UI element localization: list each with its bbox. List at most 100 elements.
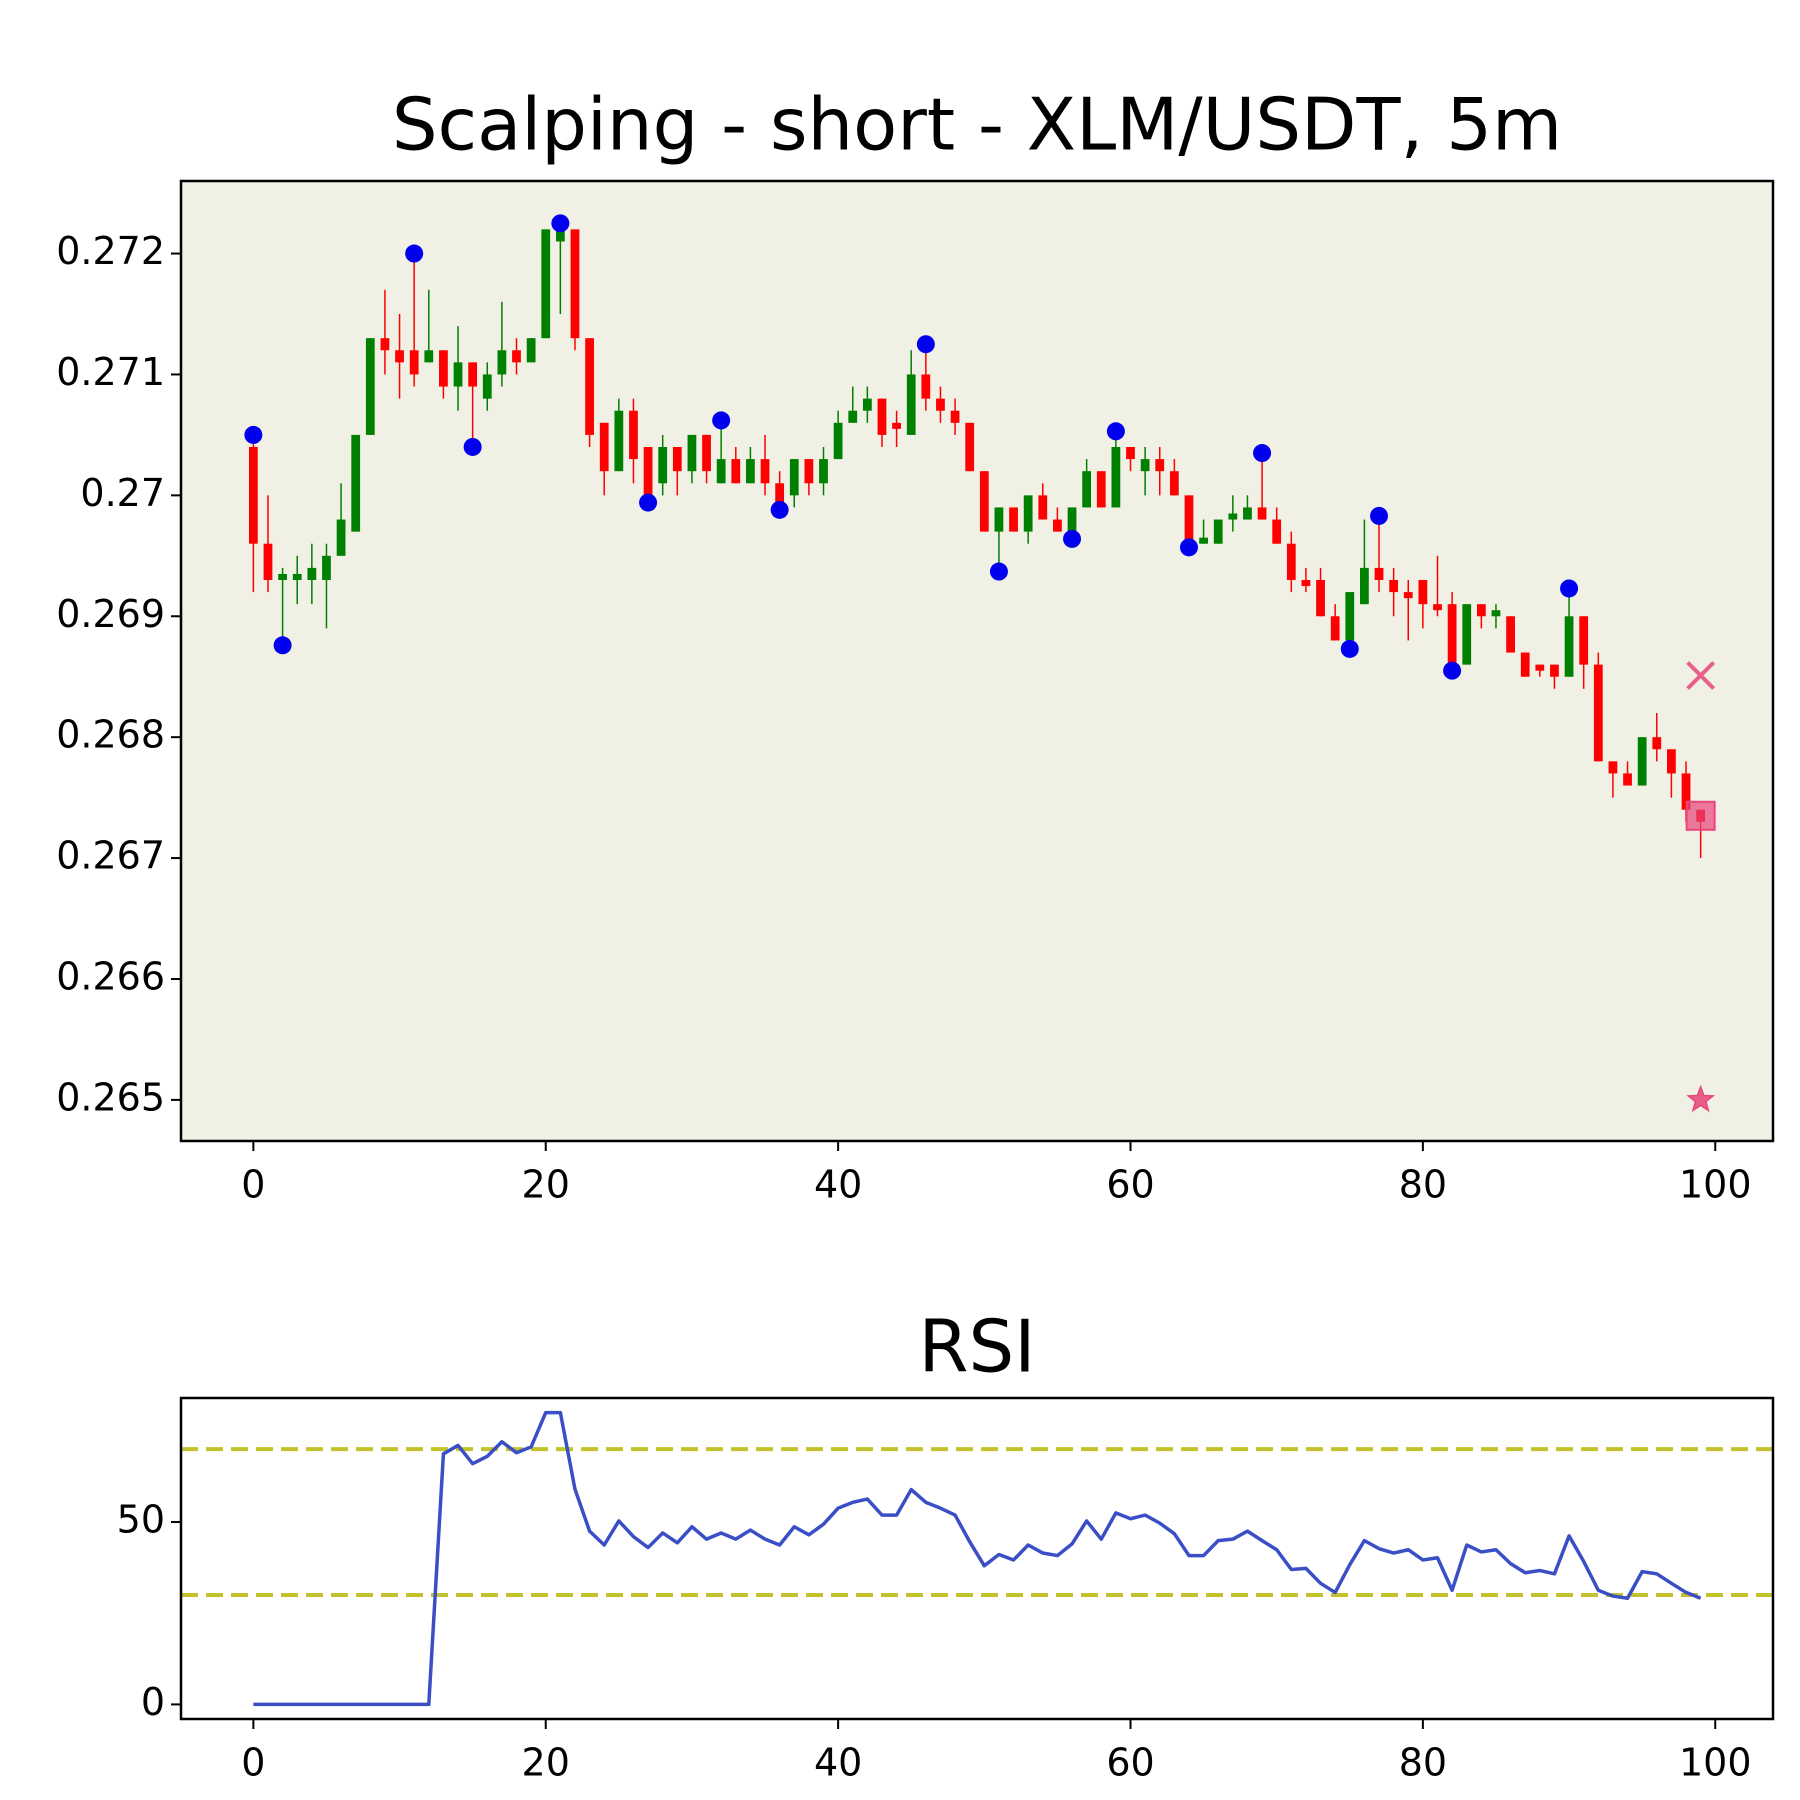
candle-body: [629, 410, 638, 460]
candle-body: [453, 362, 463, 387]
x-tick-label: 20: [522, 1163, 570, 1207]
candle-body: [1418, 579, 1428, 605]
candle-body: [336, 519, 346, 556]
candle-body: [1652, 737, 1662, 750]
candle-body: [906, 374, 916, 435]
x-tick-label: 20: [522, 1741, 570, 1785]
candle-body: [921, 374, 931, 399]
plot-frame: [179, 179, 1775, 1143]
sell-marker: [1686, 661, 1716, 690]
y-tick-label: 0.271: [56, 350, 165, 394]
candle-body: [1476, 604, 1486, 617]
candle-body: [1506, 616, 1515, 653]
candle-body: [877, 398, 887, 435]
x-tick-label: 40: [814, 1741, 862, 1785]
pivot-point: [916, 335, 935, 354]
candle-body: [526, 338, 536, 363]
x-tick-label: 80: [1399, 1163, 1447, 1207]
candle-body: [1447, 604, 1457, 665]
candle-body: [731, 459, 741, 484]
pivot-point: [770, 500, 789, 519]
candle-body: [1243, 507, 1252, 520]
candle-body: [409, 350, 419, 375]
candle-body: [307, 567, 317, 580]
candle-body: [833, 422, 843, 460]
target-marker: [1686, 1084, 1716, 1113]
pivot-point: [405, 244, 424, 263]
pivot-point: [463, 437, 482, 456]
candle-body: [1374, 567, 1384, 580]
candle-body: [1096, 471, 1106, 508]
candle-body: [248, 446, 258, 544]
candle-body: [1155, 459, 1165, 472]
candle-body: [468, 362, 478, 387]
y-tick-label: 0.267: [56, 834, 165, 878]
candle-body: [1301, 579, 1311, 587]
candle-body: [1681, 773, 1691, 810]
pivot-point: [273, 636, 292, 655]
candle-body: [570, 229, 580, 339]
candle-body: [1140, 459, 1150, 472]
candle-body: [541, 229, 551, 339]
candle-body: [555, 229, 565, 242]
candle-body: [278, 573, 287, 580]
candle-body: [979, 471, 989, 532]
candle-body: [1169, 471, 1179, 496]
candle-body: [1023, 495, 1033, 532]
y-tick-label: 0.268: [56, 713, 165, 757]
y-tick-label: 0.265: [56, 1075, 165, 1119]
pivot-point: [1443, 661, 1462, 680]
candle-body: [1228, 513, 1238, 520]
pivot-point: [989, 562, 1008, 581]
candle-body: [775, 483, 785, 508]
position-marker: [1685, 800, 1716, 831]
candle-body: [1126, 446, 1135, 460]
candle-body: [497, 350, 507, 375]
candle-body: [950, 410, 960, 423]
plot-background: [181, 1398, 1773, 1719]
candle-body: [789, 459, 799, 496]
candle-body: [746, 459, 755, 484]
candle-body: [672, 446, 682, 472]
candle-body: [643, 446, 653, 496]
chart-title: Scalping - short - XLM/USDT, 5m: [392, 83, 1562, 167]
x-tick-label: 0: [241, 1163, 265, 1207]
y-tick-label: 0.27: [80, 471, 165, 515]
candle-body: [1038, 495, 1048, 520]
candle-body: [1184, 495, 1194, 544]
candle-body: [1637, 737, 1647, 786]
pivot-point: [244, 425, 263, 444]
candle-body: [760, 459, 770, 484]
candle-body: [351, 434, 361, 532]
candle-body: [322, 555, 331, 580]
pivot-point: [1370, 506, 1389, 525]
candle-body: [1009, 507, 1018, 532]
pivot-point: [551, 214, 570, 233]
pivot-point: [1340, 639, 1359, 658]
candle-body: [687, 434, 697, 472]
candle-body: [1067, 507, 1077, 532]
candle-body: [892, 422, 901, 429]
pivot-point: [1253, 444, 1272, 463]
candle-body: [1550, 664, 1559, 677]
candle-body: [1462, 604, 1472, 665]
pivot-point: [1179, 538, 1198, 557]
candle-body: [936, 398, 945, 411]
y-tick-label: 0.269: [56, 592, 165, 636]
candle-body: [862, 398, 872, 411]
candle-body: [1330, 616, 1340, 641]
candle-body: [658, 446, 668, 484]
candle-body: [263, 543, 273, 580]
candle-body: [1199, 537, 1208, 544]
candle-body: [424, 350, 434, 363]
candle-body: [702, 434, 711, 472]
y-tick-label: 0: [141, 1680, 165, 1724]
pivot-point: [1560, 579, 1579, 598]
candle-body: [614, 410, 624, 472]
plot-frame: [179, 1396, 1775, 1721]
candle-body: [819, 459, 828, 484]
candle-body: [439, 350, 448, 387]
candle-body: [599, 422, 609, 472]
candle-body: [848, 410, 858, 423]
candle-body: [1053, 519, 1062, 532]
